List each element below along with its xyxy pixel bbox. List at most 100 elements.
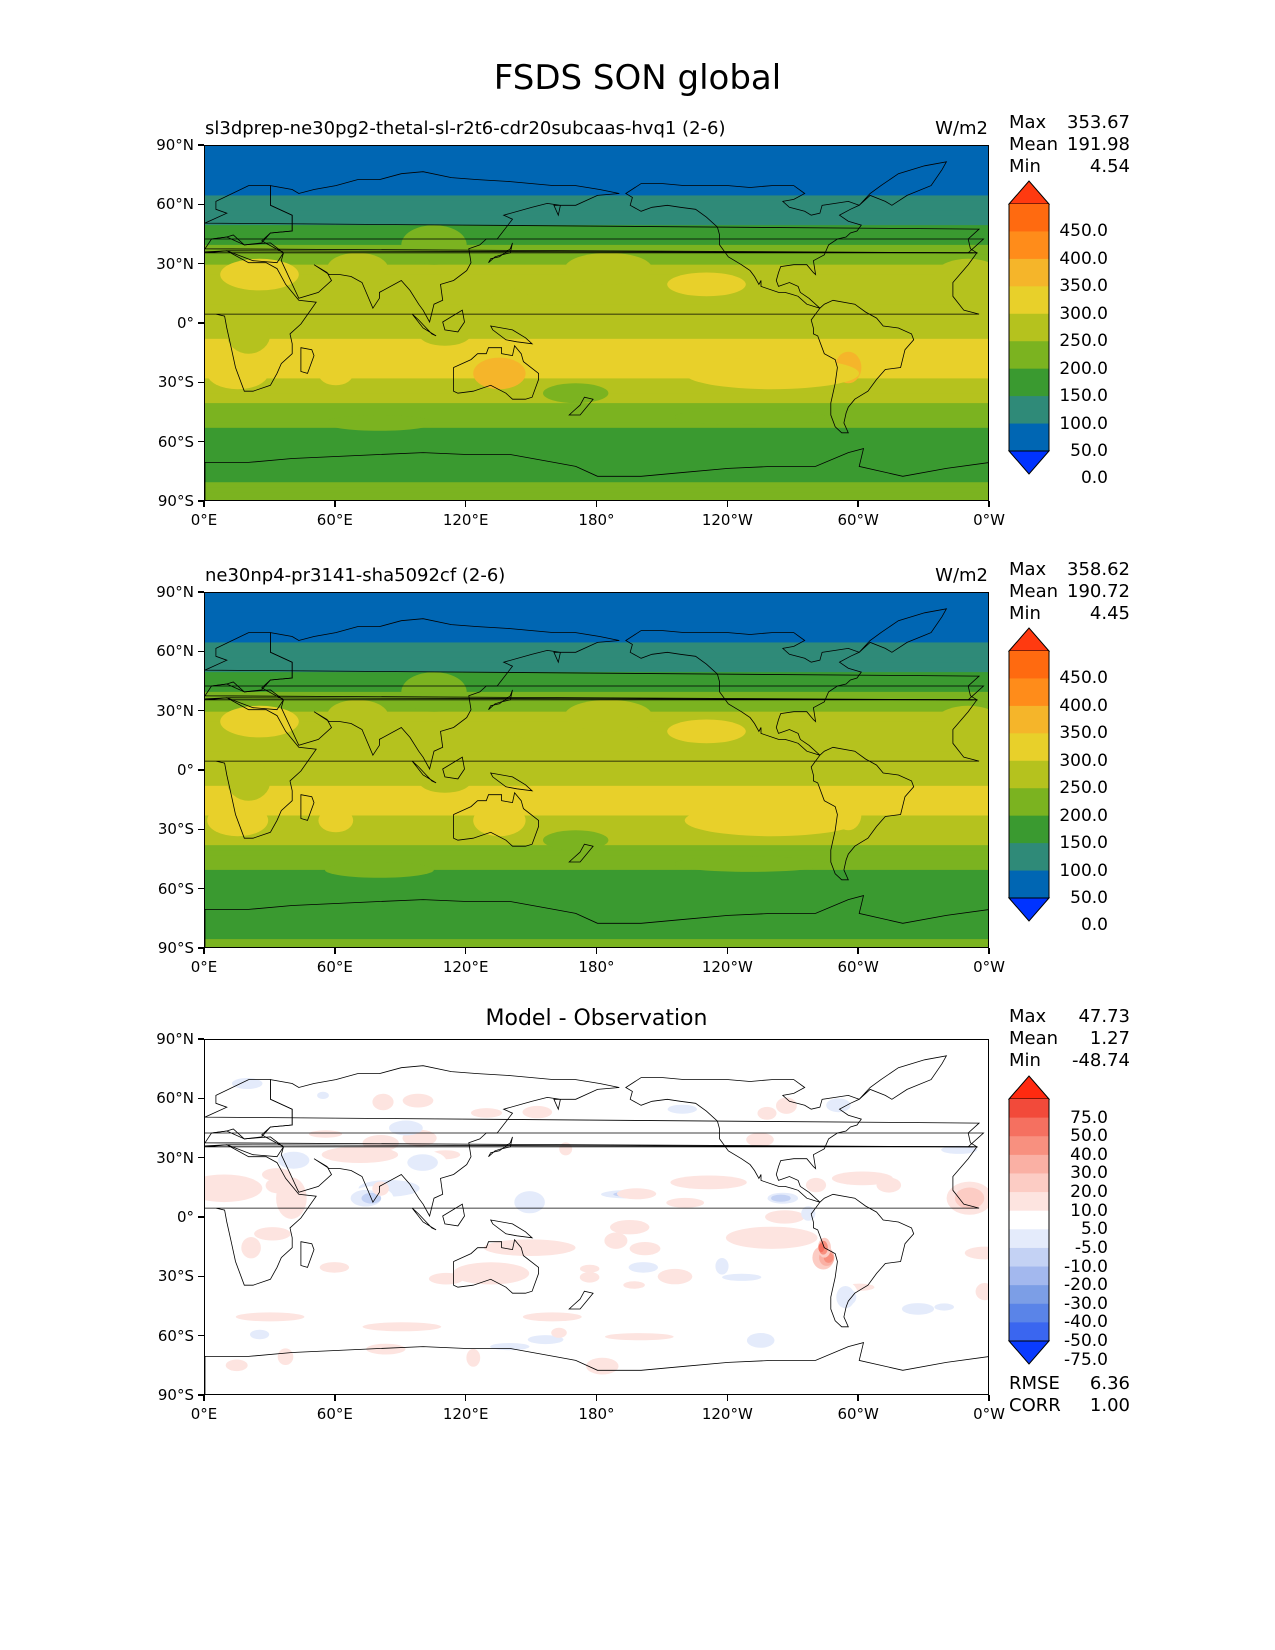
field-band bbox=[205, 790, 988, 797]
coastline-path bbox=[489, 1219, 534, 1239]
field-band bbox=[205, 617, 988, 624]
field-anomaly-blob bbox=[226, 761, 271, 801]
field-band bbox=[205, 497, 988, 500]
field-band bbox=[205, 944, 988, 947]
colorbar-outline bbox=[1008, 651, 1050, 898]
stat-value: 1.00 bbox=[1089, 1395, 1130, 1416]
colorbar-label: -40.0 bbox=[1064, 1312, 1108, 1333]
field-band bbox=[205, 408, 988, 414]
field-band bbox=[205, 864, 988, 871]
colorbar-segment bbox=[1009, 788, 1049, 817]
field-band bbox=[205, 850, 988, 856]
coastline-path bbox=[442, 756, 465, 780]
colorbar-segment bbox=[1009, 1303, 1049, 1323]
field-band bbox=[205, 170, 988, 177]
field-band bbox=[205, 472, 988, 478]
coastline-path bbox=[261, 618, 620, 771]
colorbar-label: 100.0 bbox=[1059, 860, 1108, 881]
stat-label: Max bbox=[1009, 559, 1047, 580]
y-tick-label: 90°S bbox=[157, 939, 194, 957]
colorbar-label: 40.0 bbox=[1070, 1144, 1108, 1165]
stat-value: 190.72 bbox=[1067, 581, 1130, 602]
speckle-anomaly bbox=[964, 1246, 988, 1260]
field-band bbox=[205, 731, 988, 737]
panel-1-stats: Max 353.67 Mean 191.98 Min 4.54 bbox=[1009, 112, 1130, 178]
x-tick-label: 120°E bbox=[442, 1405, 489, 1423]
speckle-anomaly bbox=[657, 1268, 693, 1285]
speckle-anomaly bbox=[746, 1132, 774, 1147]
field-band bbox=[205, 319, 988, 325]
colorbar-segment bbox=[1009, 423, 1049, 452]
field-band bbox=[205, 314, 988, 320]
field-band bbox=[205, 343, 988, 350]
speckle-anomaly bbox=[666, 1197, 705, 1208]
coastlines bbox=[205, 161, 988, 500]
speckle-anomaly bbox=[604, 1232, 628, 1249]
x-tick-mark bbox=[595, 1395, 598, 1401]
speckle-anomaly bbox=[389, 1120, 423, 1136]
map-field-plot bbox=[205, 146, 988, 500]
x-tick-mark bbox=[726, 948, 729, 954]
coastline-path bbox=[810, 1193, 915, 1328]
y-tick-mark bbox=[198, 440, 204, 443]
field-band bbox=[205, 874, 988, 881]
coastline-path bbox=[411, 313, 437, 337]
positive-anomaly-blob bbox=[605, 1333, 674, 1341]
x-tick-label: 120°W bbox=[701, 1405, 753, 1423]
field-band bbox=[205, 845, 988, 851]
y-tick-mark bbox=[198, 381, 204, 384]
colorbar-label: -20.0 bbox=[1064, 1275, 1108, 1296]
field-band bbox=[205, 632, 988, 639]
x-tick-label: 60°E bbox=[316, 958, 353, 976]
speckle-anomaly bbox=[254, 1227, 291, 1241]
field-band bbox=[205, 492, 988, 498]
speckle-anomaly bbox=[372, 1181, 389, 1196]
field-band bbox=[205, 422, 988, 429]
field-anomaly-blob bbox=[667, 272, 746, 297]
x-tick-label: 180° bbox=[578, 511, 615, 529]
field-band bbox=[205, 637, 988, 644]
colorbar-label: 200.0 bbox=[1059, 805, 1108, 826]
coastline-path bbox=[625, 630, 862, 756]
field-band bbox=[205, 647, 988, 653]
stat-label: Mean bbox=[1009, 581, 1059, 602]
x-tick-mark bbox=[857, 501, 859, 507]
field-band bbox=[205, 487, 988, 493]
colorbar-label: 400.0 bbox=[1059, 695, 1108, 716]
field-band bbox=[205, 899, 988, 906]
field-band bbox=[205, 452, 988, 459]
colorbar-label: 300.0 bbox=[1059, 750, 1108, 771]
field-band bbox=[205, 482, 988, 488]
coastline-path bbox=[261, 171, 620, 324]
panel-2-units: W/m2 bbox=[935, 565, 988, 586]
y-tick-label: 90°S bbox=[157, 1386, 194, 1404]
x-tick-label: 120°E bbox=[442, 511, 489, 529]
panel-2-map bbox=[204, 592, 989, 948]
speckle-anomaly bbox=[610, 1220, 650, 1235]
field-band bbox=[205, 800, 988, 807]
field-band bbox=[205, 884, 988, 891]
field-band bbox=[205, 146, 988, 152]
coastline-path bbox=[205, 250, 980, 392]
y-tick-mark bbox=[198, 769, 204, 771]
x-tick-label: 180° bbox=[578, 958, 615, 976]
field-band bbox=[205, 373, 988, 379]
y-tick-label: 30°N bbox=[156, 1148, 194, 1167]
negative-anomaly-blob bbox=[414, 1157, 435, 1168]
field-anomaly-blob bbox=[488, 735, 533, 767]
speckle-anomaly bbox=[466, 1348, 481, 1367]
x-tick-mark bbox=[203, 1395, 205, 1401]
y-tick-mark bbox=[198, 322, 204, 324]
field-band bbox=[205, 442, 988, 449]
field-band bbox=[205, 869, 988, 876]
y-tick-label: 60°S bbox=[157, 1326, 194, 1345]
field-band bbox=[205, 805, 988, 812]
field-band bbox=[205, 324, 988, 330]
colorbar-segment bbox=[1009, 1173, 1049, 1193]
x-tick-mark bbox=[988, 1395, 990, 1401]
y-tick-label: 90°N bbox=[156, 136, 194, 154]
field-anomaly-blob bbox=[673, 856, 827, 872]
colorbar-segment bbox=[1009, 678, 1049, 707]
field-band bbox=[205, 358, 988, 365]
negative-anomaly-blob bbox=[628, 1262, 658, 1273]
